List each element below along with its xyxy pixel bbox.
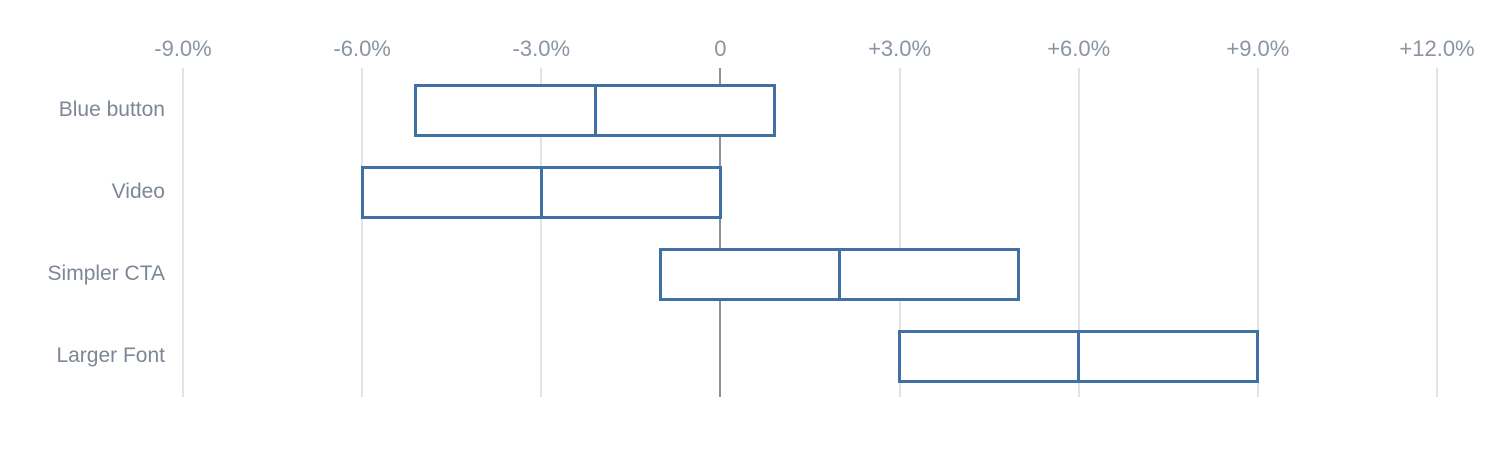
gridline--12-0- — [1436, 68, 1438, 397]
range-bar-blue-button — [414, 83, 776, 137]
gridline--9-0- — [1256, 68, 1259, 397]
x-tick-label: -3.0% — [512, 36, 571, 61]
x-tick-label: 0 — [714, 36, 727, 61]
midpoint-divider-larger-font — [1077, 332, 1081, 380]
x-tick-label: -6.0% — [333, 36, 391, 61]
midpoint-divider-video — [539, 168, 543, 216]
midpoint-divider-blue-button — [593, 86, 597, 134]
category-label-simpler-cta: Simpler CTA — [47, 262, 165, 285]
category-label-blue-button: Blue button — [58, 98, 165, 121]
range-bar-simpler-cta — [659, 247, 1021, 301]
midpoint-divider-simpler-cta — [838, 250, 842, 298]
gridline--3-0- — [898, 68, 901, 397]
gridline--6-0- — [361, 68, 364, 397]
range-bar-video — [360, 165, 722, 219]
category-label-video: Video — [111, 180, 165, 203]
gridline--9-0- — [182, 68, 184, 397]
category-label-larger-font: Larger Font — [56, 344, 165, 367]
range-bar-larger-font — [898, 329, 1260, 383]
x-tick-label: +9.0% — [1226, 36, 1290, 61]
gridline--6-0- — [1077, 68, 1080, 397]
x-tick-label: +6.0% — [1047, 36, 1111, 61]
x-tick-label: +3.0% — [868, 36, 932, 61]
zero-axis-line — [719, 68, 722, 397]
x-tick-label: -9.0% — [154, 36, 212, 61]
gridline--3-0- — [540, 68, 543, 397]
x-tick-label: +12.0% — [1399, 36, 1475, 61]
